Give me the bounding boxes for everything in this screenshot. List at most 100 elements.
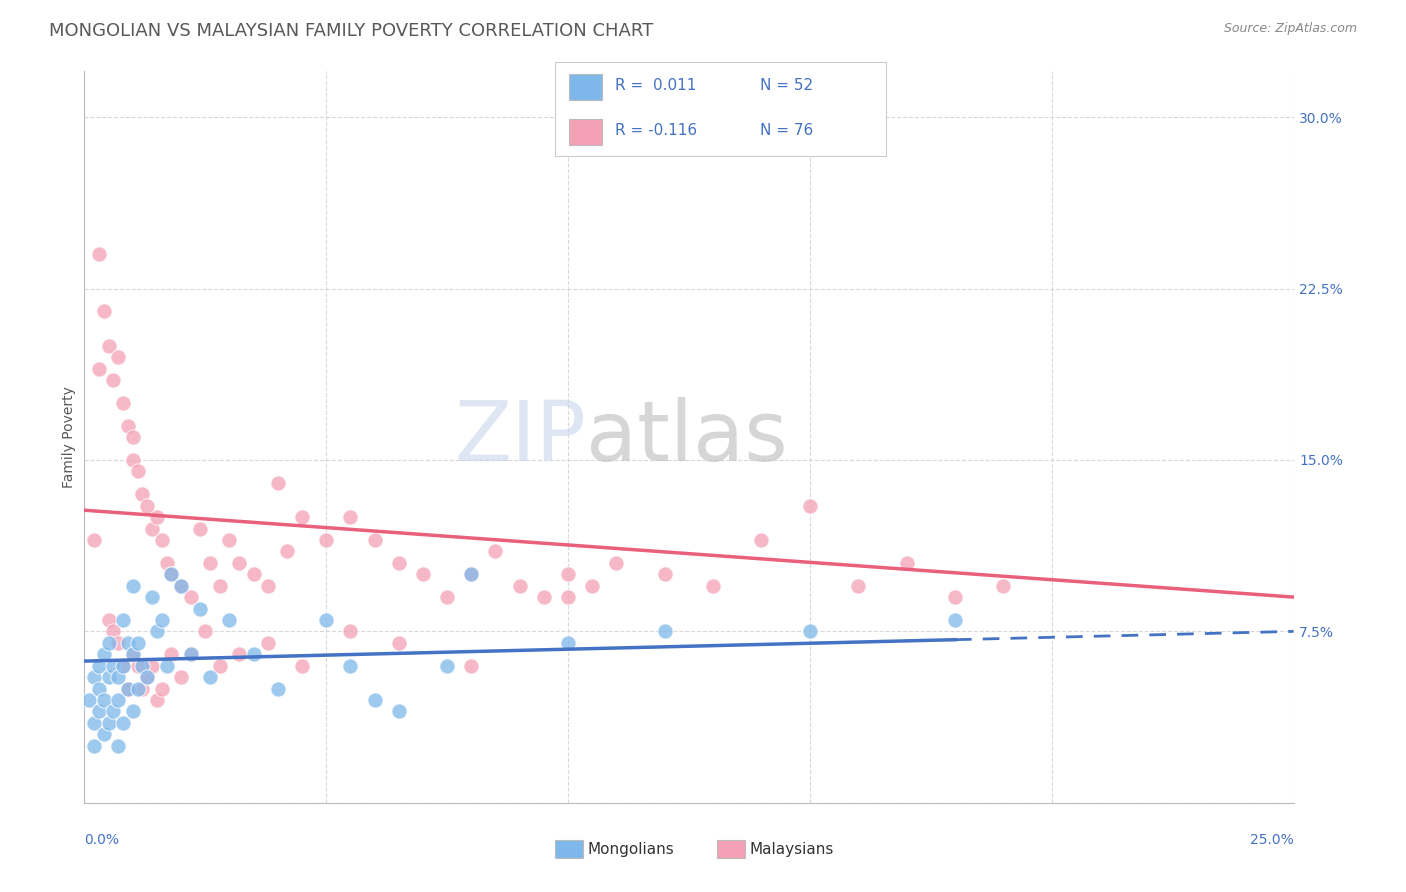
Point bbox=[97, 715, 120, 730]
Point bbox=[121, 579, 143, 593]
Point bbox=[87, 247, 110, 261]
Point bbox=[180, 590, 202, 604]
Text: Source: ZipAtlas.com: Source: ZipAtlas.com bbox=[1223, 22, 1357, 36]
Point bbox=[363, 533, 385, 547]
Point bbox=[136, 499, 159, 513]
Point bbox=[97, 613, 120, 627]
Point bbox=[155, 556, 177, 570]
Point bbox=[190, 601, 212, 615]
Point bbox=[141, 521, 163, 535]
Point bbox=[97, 636, 120, 650]
Point bbox=[83, 533, 105, 547]
Point bbox=[155, 658, 177, 673]
Point bbox=[557, 590, 579, 604]
Point bbox=[150, 533, 173, 547]
Point bbox=[460, 658, 482, 673]
Point bbox=[117, 636, 139, 650]
Point bbox=[93, 304, 115, 318]
Point bbox=[131, 487, 153, 501]
Point bbox=[97, 670, 120, 684]
Point bbox=[228, 556, 250, 570]
Point bbox=[112, 396, 135, 410]
Point bbox=[557, 636, 579, 650]
Point bbox=[228, 647, 250, 661]
Point bbox=[93, 693, 115, 707]
Point bbox=[218, 533, 240, 547]
Text: Mongolians: Mongolians bbox=[588, 842, 675, 856]
Point bbox=[276, 544, 298, 558]
Point bbox=[127, 658, 149, 673]
Point bbox=[93, 727, 115, 741]
Point bbox=[509, 579, 531, 593]
Point bbox=[131, 658, 153, 673]
Point bbox=[208, 579, 231, 593]
Point bbox=[87, 681, 110, 696]
Point bbox=[107, 693, 129, 707]
Point bbox=[198, 556, 221, 570]
Point bbox=[533, 590, 555, 604]
Point bbox=[654, 567, 676, 582]
Point bbox=[751, 533, 773, 547]
Point bbox=[127, 681, 149, 696]
Point bbox=[190, 521, 212, 535]
Point bbox=[484, 544, 506, 558]
Point bbox=[180, 647, 202, 661]
Point bbox=[87, 361, 110, 376]
Point bbox=[654, 624, 676, 639]
Point bbox=[121, 647, 143, 661]
Point bbox=[107, 636, 129, 650]
Point bbox=[146, 624, 169, 639]
Point bbox=[194, 624, 217, 639]
Point bbox=[141, 590, 163, 604]
Text: R = -0.116: R = -0.116 bbox=[614, 123, 697, 138]
Text: atlas: atlas bbox=[586, 397, 787, 477]
Point bbox=[127, 636, 149, 650]
Point bbox=[702, 579, 724, 593]
Point bbox=[117, 681, 139, 696]
Point bbox=[846, 579, 869, 593]
Point bbox=[896, 556, 918, 570]
Point bbox=[267, 475, 290, 490]
Text: ZIP: ZIP bbox=[454, 397, 586, 477]
Point bbox=[121, 453, 143, 467]
Point bbox=[460, 567, 482, 582]
Point bbox=[291, 510, 314, 524]
Point bbox=[339, 658, 361, 673]
Point bbox=[93, 647, 115, 661]
Point bbox=[581, 579, 603, 593]
Point bbox=[103, 624, 125, 639]
Point bbox=[388, 636, 411, 650]
Point bbox=[107, 739, 129, 753]
FancyBboxPatch shape bbox=[568, 74, 602, 100]
Point bbox=[150, 613, 173, 627]
Point bbox=[77, 693, 100, 707]
Point bbox=[943, 613, 966, 627]
Point bbox=[557, 567, 579, 582]
Point bbox=[170, 579, 193, 593]
Point bbox=[180, 647, 202, 661]
Point bbox=[112, 715, 135, 730]
Point bbox=[436, 590, 458, 604]
Point bbox=[136, 670, 159, 684]
Point bbox=[315, 533, 337, 547]
Point bbox=[117, 418, 139, 433]
Point bbox=[141, 658, 163, 673]
Point bbox=[112, 658, 135, 673]
Point bbox=[943, 590, 966, 604]
Point bbox=[170, 579, 193, 593]
Point bbox=[127, 464, 149, 478]
Point bbox=[83, 739, 105, 753]
Text: N = 76: N = 76 bbox=[761, 123, 814, 138]
Point bbox=[160, 567, 183, 582]
Point bbox=[198, 670, 221, 684]
Point bbox=[121, 647, 143, 661]
Point bbox=[112, 658, 135, 673]
Point bbox=[218, 613, 240, 627]
Point bbox=[339, 510, 361, 524]
Point bbox=[257, 579, 280, 593]
Point bbox=[799, 499, 821, 513]
Point bbox=[146, 693, 169, 707]
Point bbox=[87, 705, 110, 719]
Point bbox=[799, 624, 821, 639]
Point bbox=[315, 613, 337, 627]
